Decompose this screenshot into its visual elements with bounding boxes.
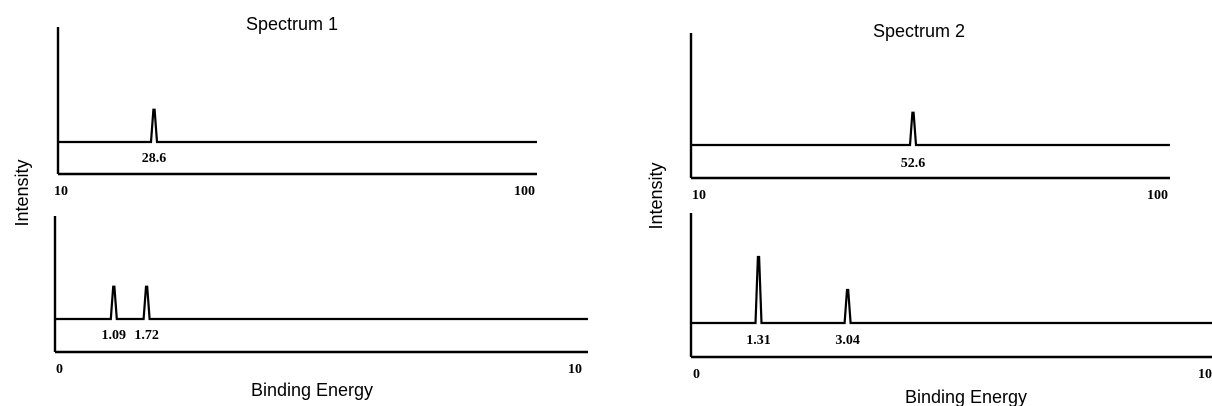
spectrum-2-bottom-panel: 0 10 1.31 3.04 [689, 213, 1212, 382]
spectrum-1: Spectrum 1 Intensity Binding Energy 10 1… [12, 14, 588, 400]
spectrum-1-ylabel: Intensity [12, 159, 32, 226]
peak-label: 3.04 [835, 333, 860, 348]
peak-label: 28.6 [142, 151, 167, 166]
spectrum-trace [691, 255, 1212, 325]
tick-label-min: 0 [693, 367, 700, 382]
spectrum-1-xlabel: Binding Energy [251, 380, 373, 400]
spectrum-2-title: Spectrum 2 [873, 21, 965, 41]
tick-label-min: 10 [692, 188, 706, 203]
tick-label-min: 0 [56, 362, 63, 377]
peak-label: 1.09 [102, 328, 127, 343]
spectrum-2-top-panel: 10 100 52.6 [689, 33, 1170, 203]
spectrum-2-ylabel: Intensity [646, 162, 666, 229]
spectrum-1-title: Spectrum 1 [246, 14, 338, 34]
spectrum-trace [691, 111, 1170, 147]
peak-label: 52.6 [901, 156, 926, 171]
spectrum-trace [55, 285, 588, 321]
spectrum-trace [58, 108, 537, 144]
spectrum-1-top-panel: 10 100 28.6 [54, 27, 537, 199]
peak-label: 1.72 [134, 328, 159, 343]
spectrum-1-bottom-panel: 0 10 1.09 1.72 [53, 216, 588, 377]
tick-label-min: 10 [54, 184, 68, 199]
tick-label-max: 100 [1147, 188, 1168, 203]
tick-label-max: 10 [1198, 367, 1212, 382]
spectrum-2: Spectrum 2 Intensity Binding Energy 10 1… [646, 21, 1212, 406]
peak-label: 1.31 [746, 333, 771, 348]
spectrum-2-xlabel: Binding Energy [905, 387, 1027, 406]
tick-label-max: 10 [568, 362, 582, 377]
tick-label-max: 100 [514, 184, 535, 199]
